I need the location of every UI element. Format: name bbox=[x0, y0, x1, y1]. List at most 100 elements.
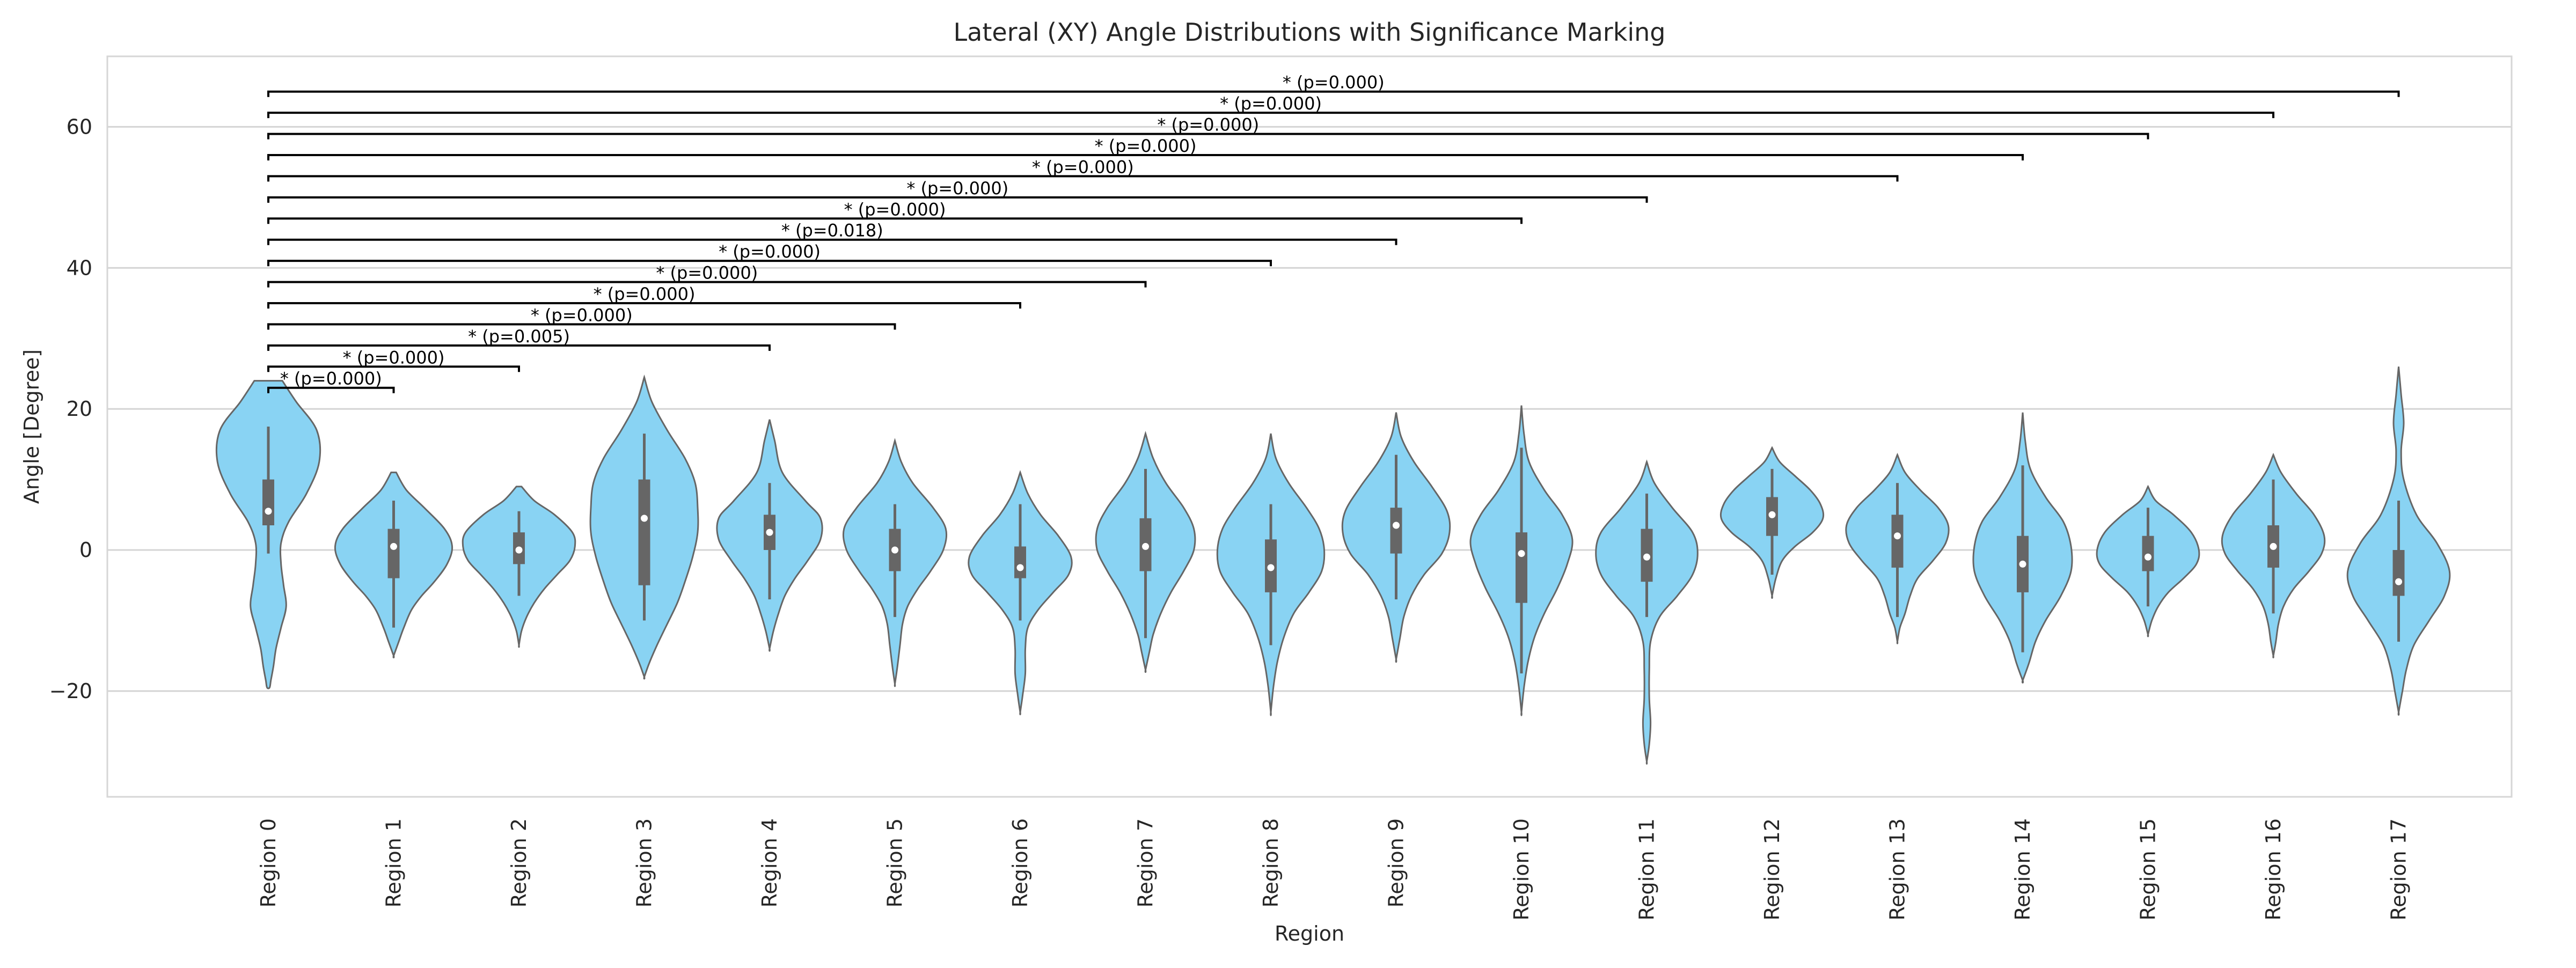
bracket-label: * (p=0.000) bbox=[719, 241, 821, 262]
violin-median bbox=[766, 529, 773, 536]
bracket-line bbox=[267, 323, 896, 330]
significance-bracket: * (p=0.000) bbox=[267, 347, 520, 372]
y-axis-label: Angle [Degree] bbox=[20, 349, 43, 504]
bracket-label: * (p=0.000) bbox=[844, 199, 946, 219]
bracket-label: * (p=0.000) bbox=[1283, 72, 1385, 93]
bracket-label: * (p=0.000) bbox=[906, 178, 1008, 199]
violin-median bbox=[1768, 511, 1776, 518]
violin-11 bbox=[1595, 459, 1699, 765]
violin-13 bbox=[1845, 452, 1950, 644]
bracket-label: * (p=0.000) bbox=[1032, 157, 1134, 177]
y-tick-label: 60 bbox=[67, 115, 92, 138]
x-tick-label: Region 4 bbox=[758, 818, 781, 907]
violin-median bbox=[2270, 542, 2277, 550]
significance-bracket: * (p=0.000) bbox=[267, 115, 2149, 140]
violin-0 bbox=[215, 380, 321, 690]
y-tick-label: 0 bbox=[79, 538, 92, 562]
x-tick-label: Region 1 bbox=[382, 818, 406, 907]
x-tick-label: Region 2 bbox=[507, 818, 531, 907]
significance-bracket: * (p=0.000) bbox=[267, 93, 2274, 119]
bracket-label: * (p=0.000) bbox=[1157, 115, 1259, 135]
y-tick-label: −20 bbox=[49, 679, 92, 703]
significance-bracket: * (p=0.000) bbox=[267, 241, 1272, 267]
x-tick-label: Region 3 bbox=[633, 818, 656, 907]
violin-9 bbox=[1341, 412, 1451, 663]
violin-4 bbox=[716, 419, 823, 652]
x-tick-label: Region 15 bbox=[2136, 818, 2160, 921]
violin-8 bbox=[1216, 433, 1326, 716]
bracket-label: * (p=0.000) bbox=[280, 369, 382, 389]
x-axis-label: Region bbox=[1275, 922, 1344, 945]
violin-iqr-box bbox=[2142, 536, 2154, 571]
violin-1 bbox=[334, 471, 453, 658]
violin-median bbox=[891, 546, 898, 554]
violin-iqr-box bbox=[1390, 508, 1402, 554]
significance-bracket: * (p=0.000) bbox=[267, 199, 1523, 224]
significance-bracket: * (p=0.000) bbox=[267, 263, 1147, 288]
y-tick-label: 20 bbox=[67, 397, 92, 421]
bracket-line bbox=[267, 90, 2400, 97]
violin-median bbox=[1267, 564, 1275, 571]
x-tick-label: Region 16 bbox=[2262, 818, 2285, 921]
bracket-label: * (p=0.018) bbox=[781, 221, 883, 241]
violin-15 bbox=[2096, 485, 2200, 637]
x-tick-label: Region 10 bbox=[1510, 818, 1533, 921]
violin-layer bbox=[215, 366, 2451, 765]
violin-7 bbox=[1095, 431, 1196, 673]
bracket-line bbox=[267, 281, 1147, 288]
violin-iqr-box bbox=[1014, 546, 1026, 578]
violin-median bbox=[1393, 522, 1400, 529]
bracket-label: * (p=0.000) bbox=[1220, 93, 1322, 114]
y-tick-label: 40 bbox=[67, 256, 92, 280]
significance-bracket: * (p=0.000) bbox=[267, 369, 395, 393]
violin-median bbox=[390, 542, 397, 550]
bracket-line bbox=[267, 217, 1523, 224]
x-tick-label: Region 8 bbox=[1259, 818, 1283, 907]
violin-median bbox=[641, 515, 648, 522]
bracket-line bbox=[267, 196, 1648, 203]
violin-iqr-box bbox=[1891, 515, 1904, 568]
significance-bracket: * (p=0.000) bbox=[267, 284, 1021, 309]
bracket-line bbox=[267, 154, 2024, 160]
x-tick-label: Region 9 bbox=[1385, 818, 1408, 907]
violin-iqr-box bbox=[262, 479, 274, 525]
chart-title: Lateral (XY) Angle Distributions with Si… bbox=[954, 18, 1666, 47]
violin-2 bbox=[462, 486, 576, 648]
violin-14 bbox=[1972, 412, 2073, 684]
bracket-label: * (p=0.000) bbox=[594, 284, 696, 304]
violin-median bbox=[1518, 550, 1525, 558]
significance-bracket: * (p=0.000) bbox=[267, 157, 1899, 182]
violin-iqr-box bbox=[2392, 550, 2405, 596]
x-tick-label: Region 13 bbox=[1886, 818, 1909, 921]
violin-median bbox=[1016, 564, 1024, 571]
bracket-line bbox=[267, 260, 1272, 267]
violin-iqr-box bbox=[387, 529, 400, 578]
plot-area-frame bbox=[106, 55, 2513, 798]
bracket-label: * (p=0.000) bbox=[656, 263, 758, 283]
x-tick-label: Region 12 bbox=[1760, 818, 1784, 921]
violin-median bbox=[515, 546, 523, 554]
bracket-line bbox=[267, 365, 520, 372]
bracket-line bbox=[267, 133, 2149, 140]
violin-median bbox=[265, 508, 272, 515]
bracket-label: * (p=0.000) bbox=[531, 305, 633, 325]
violin-median bbox=[1142, 542, 1149, 550]
bracket-line bbox=[267, 302, 1021, 309]
x-tick-label: Region 5 bbox=[883, 818, 907, 907]
violin-16 bbox=[2221, 452, 2326, 658]
violin-median bbox=[2395, 578, 2402, 585]
significance-bracket: * (p=0.000) bbox=[267, 305, 896, 330]
significance-bracket: * (p=0.018) bbox=[267, 221, 1397, 245]
bracket-label: * (p=0.000) bbox=[1095, 136, 1197, 156]
violin-median bbox=[1643, 553, 1650, 561]
x-tick-label: Region 11 bbox=[1635, 818, 1659, 921]
violin-median bbox=[1894, 532, 1901, 540]
bracket-line bbox=[267, 175, 1899, 182]
bracket-label: * (p=0.005) bbox=[468, 326, 570, 347]
violin-median bbox=[2019, 560, 2026, 568]
significance-bracket: * (p=0.000) bbox=[267, 72, 2400, 97]
violin-iqr-box bbox=[638, 479, 650, 585]
bracket-line bbox=[267, 238, 1397, 245]
